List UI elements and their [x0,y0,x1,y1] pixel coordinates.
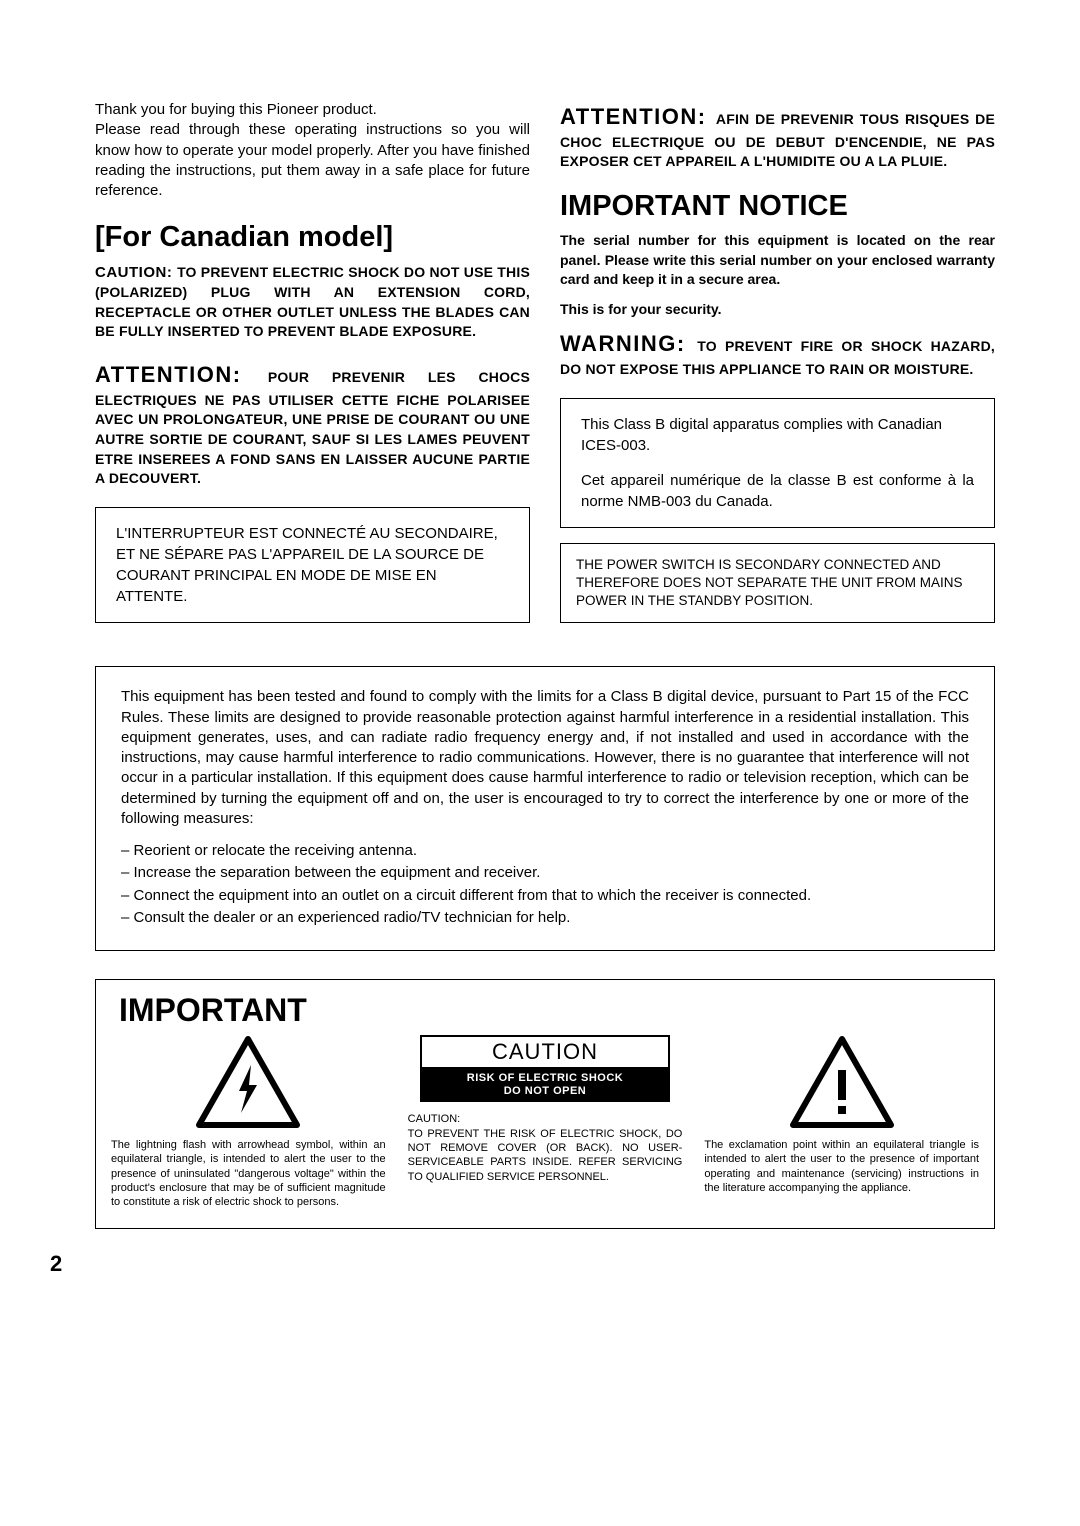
attention-word: ATTENTION: [95,362,268,387]
caution-plate-bottom: RISK OF ELECTRIC SHOCK DO NOT OPEN [420,1069,670,1101]
fcc-list: – Reorient or relocate the receiving ant… [121,841,969,928]
caution-plate: CAUTION RISK OF ELECTRIC SHOCK DO NOT OP… [420,1035,670,1101]
ices-en: This Class B digital apparatus complies … [581,414,974,456]
attention-word-fr: ATTENTION: [560,104,716,129]
caution-block: CAUTION: TO PREVENT ELECTRIC SHOCK DO NO… [95,262,530,342]
ices-fr: Cet appareil numérique de la classe B es… [581,470,974,512]
important-three-col: The lightning flash with arrowhead symbo… [111,1035,979,1209]
fr-interrupteur-box: L'INTERRUPTEUR EST CONNECTÉ AU SECONDAIR… [95,507,530,623]
fcc-paragraph: This equipment has been tested and found… [121,687,969,829]
exclamation-triangle-icon [787,1035,897,1130]
caution-col: CAUTION RISK OF ELECTRIC SHOCK DO NOT OP… [408,1035,683,1209]
lightning-triangle-icon [193,1035,303,1130]
document-page: Thank you for buying this Pioneer produc… [0,0,1080,1327]
power-switch-box: THE POWER SWITCH IS SECONDARY CONNECTED … [560,543,995,624]
important-box: IMPORTANT The lightning flash with arrow… [95,979,995,1228]
fcc-list-item: – Consult the dealer or an experienced r… [121,908,969,928]
fcc-list-item: – Connect the equipment into an outlet o… [121,886,969,906]
important-notice-heading: IMPORTANT NOTICE [560,190,995,223]
canadian-heading: [For Canadian model] [95,221,530,254]
page-number: 2 [50,1251,995,1277]
warning-block: WARNING: TO PREVENT FIRE OR SHOCK HAZARD… [560,329,995,379]
attention-fr-block: ATTENTION: POUR PREVENIR LES CHOCS ELECT… [95,360,530,489]
right-column: ATTENTION: AFIN DE PREVENIR TOUS RISQUES… [560,100,995,638]
fcc-box: This equipment has been tested and found… [95,666,995,951]
serial-notice: The serial number for this equipment is … [560,231,995,290]
risk-line-2: DO NOT OPEN [504,1085,587,1097]
caution-head: CAUTION: [408,1112,683,1126]
risk-line-1: RISK OF ELECTRIC SHOCK [467,1072,623,1084]
caution-plate-top: CAUTION [420,1035,670,1069]
caution-center-text: TO PREVENT THE RISK OF ELECTRIC SHOCK, D… [408,1128,683,1183]
caution-center-body: CAUTION: TO PREVENT THE RISK OF ELECTRIC… [408,1112,683,1184]
ices-box: This Class B digital apparatus complies … [560,398,995,528]
attention-rain-block: ATTENTION: AFIN DE PREVENIR TOUS RISQUES… [560,102,995,172]
caution-word: CAUTION: [95,264,177,281]
intro-text: Thank you for buying this Pioneer produc… [95,100,530,201]
exclamation-col: The exclamation point within an equilate… [704,1035,979,1209]
warning-word: WARNING: [560,331,697,356]
exclamation-text: The exclamation point within an equilate… [704,1138,979,1195]
lightning-text: The lightning flash with arrowhead symbo… [111,1138,386,1209]
power-switch-text: THE POWER SWITCH IS SECONDARY CONNECTED … [576,557,963,608]
fr-interrupteur-text: L'INTERRUPTEUR EST CONNECTÉ AU SECONDAIR… [116,525,498,605]
important-title: IMPORTANT [119,992,979,1029]
top-two-column: Thank you for buying this Pioneer produc… [95,100,995,638]
fcc-list-item: – Increase the separation between the eq… [121,863,969,883]
lightning-col: The lightning flash with arrowhead symbo… [111,1035,386,1209]
security-notice: This is for your security. [560,300,995,320]
fcc-list-item: – Reorient or relocate the receiving ant… [121,841,969,861]
left-column: Thank you for buying this Pioneer produc… [95,100,530,638]
